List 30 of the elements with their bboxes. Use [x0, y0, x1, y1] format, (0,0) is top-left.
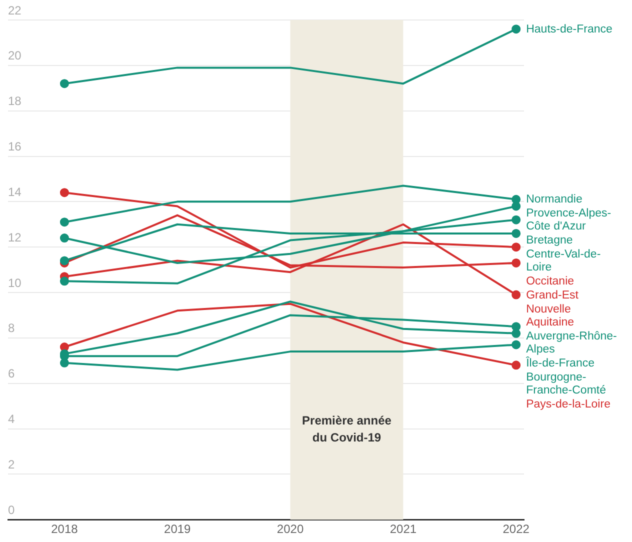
series-label: Île-de-France — [525, 356, 594, 370]
series-label: Provence-Alpes-Côte d'Azur — [526, 208, 612, 233]
y-tick-label: 12 — [8, 230, 22, 244]
y-tick-label: 22 — [8, 3, 22, 18]
y-tick-label: 10 — [8, 276, 22, 290]
series-label: Normandie — [526, 194, 582, 206]
text: Occitanie — [526, 276, 574, 288]
y-tick-label: 6 — [8, 366, 15, 381]
x-tick-label: 2020 — [276, 522, 304, 536]
series-label: Auvergne-Rhône-Alpes — [526, 330, 618, 356]
x-tick-label: 2019 — [164, 522, 192, 536]
series-label: Centre-Val-de-Loire — [526, 248, 601, 274]
series-label: Hauts-de-France — [526, 23, 612, 36]
text: Bourgogne-Franche-Comté — [526, 372, 606, 397]
y-tick-label: 14 — [8, 184, 22, 199]
x-tick-label: 2021 — [390, 522, 417, 536]
text: Grand-Est — [526, 290, 580, 302]
y-tick-label: 8 — [8, 321, 15, 336]
y-tick-label: 4 — [8, 412, 15, 426]
series-label: Nouvelle Aquitaine — [526, 304, 574, 329]
y-tick-label: 16 — [8, 140, 22, 154]
text: Pays-de-la-Loire — [526, 398, 610, 411]
y-tick-label: 0 — [8, 502, 15, 517]
y-tick-label: 20 — [8, 48, 22, 63]
y-tick-label: 2 — [8, 457, 15, 472]
band-label: Première année du Covid-19 — [302, 413, 392, 444]
y-tick-label: 18 — [8, 94, 22, 108]
series-label: Bretagne — [526, 234, 573, 247]
x-tick-label: 2022 — [502, 522, 530, 536]
x-tick-label: 2018 — [51, 522, 78, 536]
